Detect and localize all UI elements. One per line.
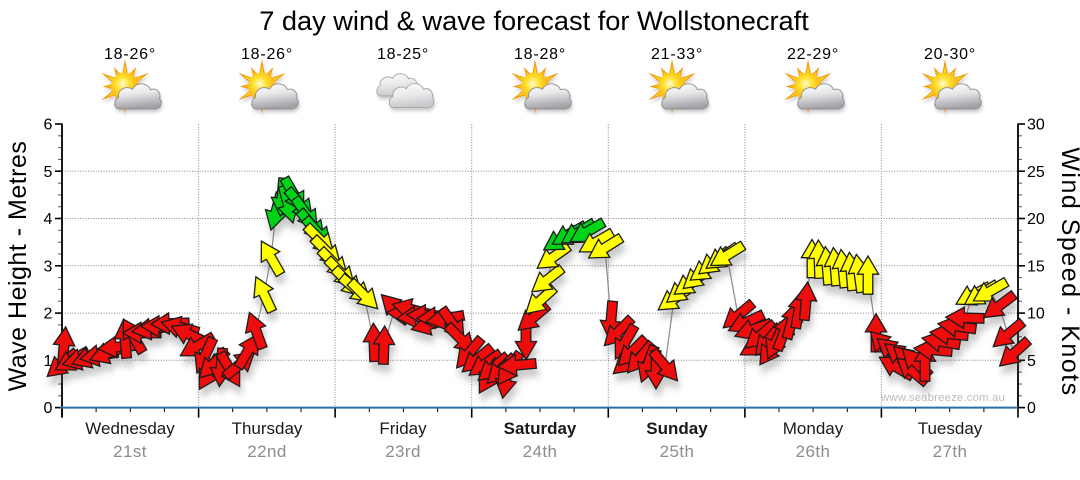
svg-text:21-33°: 21-33° <box>651 46 703 63</box>
svg-text:20: 20 <box>1027 211 1045 228</box>
svg-text:25: 25 <box>1027 164 1045 181</box>
svg-text:Monday: Monday <box>783 419 844 438</box>
svg-text:Friday: Friday <box>379 419 427 438</box>
svg-text:1: 1 <box>44 353 53 370</box>
svg-text:7 day wind & wave forecast for: 7 day wind & wave forecast for Wollstone… <box>259 5 809 36</box>
svg-text:Tuesday: Tuesday <box>918 419 983 438</box>
svg-text:18-25°: 18-25° <box>377 46 429 63</box>
svg-text:0: 0 <box>1027 400 1036 417</box>
svg-text:0: 0 <box>44 400 53 417</box>
svg-text:24th: 24th <box>523 442 558 461</box>
svg-text:2: 2 <box>44 306 53 323</box>
svg-text:18-28°: 18-28° <box>514 46 566 63</box>
svg-text:5: 5 <box>1027 353 1036 370</box>
svg-text:Wave Height - Metres: Wave Height - Metres <box>4 141 32 392</box>
svg-text:4: 4 <box>44 211 53 228</box>
svg-text:5: 5 <box>44 164 53 181</box>
svg-text:18-26°: 18-26° <box>104 46 156 63</box>
svg-text:27th: 27th <box>933 442 968 461</box>
svg-text:18-26°: 18-26° <box>241 46 293 63</box>
svg-text:Saturday: Saturday <box>504 419 577 438</box>
svg-text:3: 3 <box>44 258 53 275</box>
svg-text:30: 30 <box>1027 117 1045 134</box>
svg-text:Thursday: Thursday <box>232 419 303 438</box>
svg-text:23rd: 23rd <box>385 442 421 461</box>
svg-text:6: 6 <box>44 117 53 134</box>
svg-text:21st: 21st <box>113 442 147 461</box>
svg-text:Sunday: Sunday <box>646 419 708 438</box>
svg-text:26th: 26th <box>796 442 831 461</box>
svg-text:www.seabreeze.com.au: www.seabreeze.com.au <box>880 392 1005 404</box>
svg-text:22-29°: 22-29° <box>787 46 839 63</box>
svg-text:15: 15 <box>1027 258 1045 275</box>
svg-text:Wind Speed - Knots: Wind Speed - Knots <box>1056 147 1080 396</box>
svg-text:Wednesday: Wednesday <box>85 419 175 438</box>
svg-text:22nd: 22nd <box>247 442 286 461</box>
svg-text:20-30°: 20-30° <box>924 46 976 63</box>
svg-text:25th: 25th <box>660 442 695 461</box>
svg-text:10: 10 <box>1027 306 1045 323</box>
